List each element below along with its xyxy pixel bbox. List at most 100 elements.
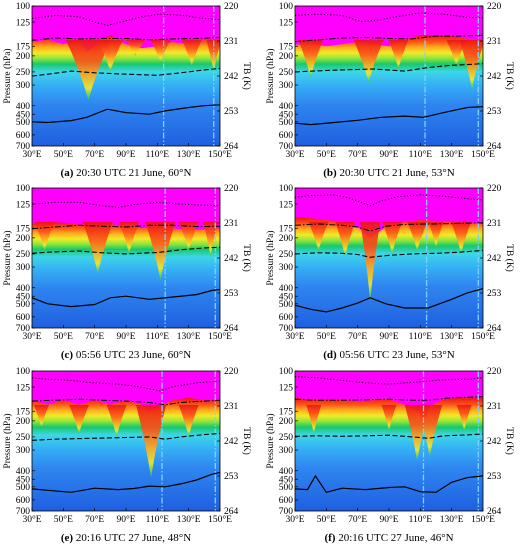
x-tick-label: 30°E	[22, 149, 41, 160]
x-tick-label: 90°E	[116, 514, 135, 525]
dashed-line	[32, 432, 220, 441]
y-tick-label: 175	[16, 224, 31, 234]
right-axis-label: TB (K)	[504, 62, 515, 90]
y-tick-label: 700	[279, 142, 294, 152]
y-tick-label: 100	[16, 367, 31, 377]
panel-letter: (b)	[323, 167, 337, 179]
y-tick-label: 175	[279, 42, 294, 52]
right-tick-label: 220	[224, 2, 239, 12]
right-tick-label: 253	[224, 472, 239, 482]
dashed-line	[32, 246, 220, 255]
y-tick-label: 125	[279, 383, 294, 393]
y-tick-label: 250	[279, 433, 294, 443]
y-tick-label: 175	[279, 407, 294, 417]
y-axis-label: Pressure (hPa)	[2, 230, 13, 285]
convective-plume	[178, 404, 199, 437]
y-tick-label: 700	[16, 142, 31, 152]
y-tick-label: 700	[16, 324, 31, 334]
dotted-line	[295, 376, 483, 385]
right-tick-label: 264	[224, 324, 239, 334]
convective-plume	[298, 39, 324, 78]
cloud-field	[32, 221, 220, 328]
convective-plume	[125, 39, 146, 56]
y-tick-label: 700	[16, 507, 31, 517]
panel-letter: (a)	[61, 167, 74, 179]
dash-dot-line	[295, 396, 483, 401]
y-tick-label: 175	[279, 224, 294, 234]
x-tick-label: 50°E	[54, 149, 73, 160]
panel-letter: (e)	[61, 532, 74, 544]
convective-plume	[82, 221, 113, 274]
y-tick-label: 600	[16, 496, 31, 506]
plot-area	[295, 6, 483, 146]
right-tick-label: 242	[487, 254, 502, 264]
y-tick-label: 400	[16, 102, 31, 112]
right-tick-label: 264	[224, 142, 239, 152]
y-tick-label: 300	[279, 446, 294, 456]
x-tick-label: 70°E	[348, 149, 367, 160]
y-tick-label: 500	[16, 483, 31, 493]
y-tick-label: 200	[16, 52, 31, 62]
y-tick-label: 600	[16, 131, 31, 141]
convective-plume	[428, 221, 444, 248]
right-tick-label: 242	[487, 437, 502, 447]
y-tick-label: 250	[279, 68, 294, 78]
convective-plume	[68, 404, 90, 434]
right-tick-label: 220	[224, 367, 239, 377]
convective-plume	[34, 221, 55, 251]
y-axis-label: Pressure (hPa)	[2, 48, 13, 103]
panel-caption-text: 20:30 UTC 21 June, 60°N	[73, 167, 191, 179]
y-tick-label: 500	[279, 300, 294, 310]
dash-dot-line	[32, 37, 220, 41]
convective-plume	[33, 404, 49, 428]
right-tick-label: 264	[224, 507, 239, 517]
x-tick-label: 70°E	[85, 514, 104, 525]
x-tick-label: 130°E	[177, 149, 201, 160]
convective-plume	[353, 39, 384, 83]
convective-plume	[145, 221, 176, 281]
plot-area	[295, 371, 483, 511]
x-tick-label: 30°E	[22, 331, 41, 342]
x-tick-label: 150°E	[471, 514, 495, 525]
y-tick-label: 100	[16, 2, 31, 12]
convective-plume	[451, 221, 472, 254]
right-tick-label: 231	[487, 402, 502, 412]
x-tick-label: 150°E	[471, 331, 495, 342]
panel-caption-text: 20:16 UTC 27 June, 46°N	[335, 532, 453, 544]
y-tick-label: 300	[279, 263, 294, 273]
convective-plume	[308, 221, 329, 251]
y-tick-label: 400	[279, 284, 294, 294]
y-axis-label: Pressure (hPa)	[2, 413, 13, 468]
dashed-line	[295, 63, 483, 73]
y-tick-label: 400	[16, 467, 31, 477]
y-axis-label: Pressure (hPa)	[265, 48, 276, 103]
dashed-line	[32, 67, 220, 77]
convective-plume	[446, 39, 467, 66]
convective-plume	[306, 404, 322, 434]
convective-plume	[203, 221, 219, 257]
x-tick-label: 70°E	[85, 149, 104, 160]
right-tick-label: 253	[224, 107, 239, 117]
y-tick-label: 600	[16, 313, 31, 323]
y-tick-label: 500	[16, 300, 31, 310]
x-tick-label: 90°E	[116, 149, 135, 160]
right-axis-label: TB (K)	[504, 244, 515, 272]
x-tick-label: 30°E	[285, 149, 304, 160]
x-tick-label: 150°E	[208, 331, 232, 342]
dotted-line	[295, 194, 483, 207]
x-tick-label: 130°E	[440, 149, 464, 160]
y-tick-label: 450	[279, 292, 294, 302]
panel-caption-text: 20:16 UTC 27 June, 48°N	[73, 532, 191, 544]
convective-plume	[97, 39, 123, 72]
x-tick-label: 130°E	[177, 514, 201, 525]
y-tick-label: 200	[16, 234, 31, 244]
panel-letter: (c)	[61, 349, 74, 361]
y-tick-label: 450	[16, 475, 31, 485]
convective-plume	[381, 404, 397, 431]
right-tick-label: 231	[487, 37, 502, 47]
y-tick-label: 250	[16, 250, 31, 260]
y-tick-label: 125	[279, 18, 294, 28]
y-tick-label: 500	[279, 483, 294, 493]
